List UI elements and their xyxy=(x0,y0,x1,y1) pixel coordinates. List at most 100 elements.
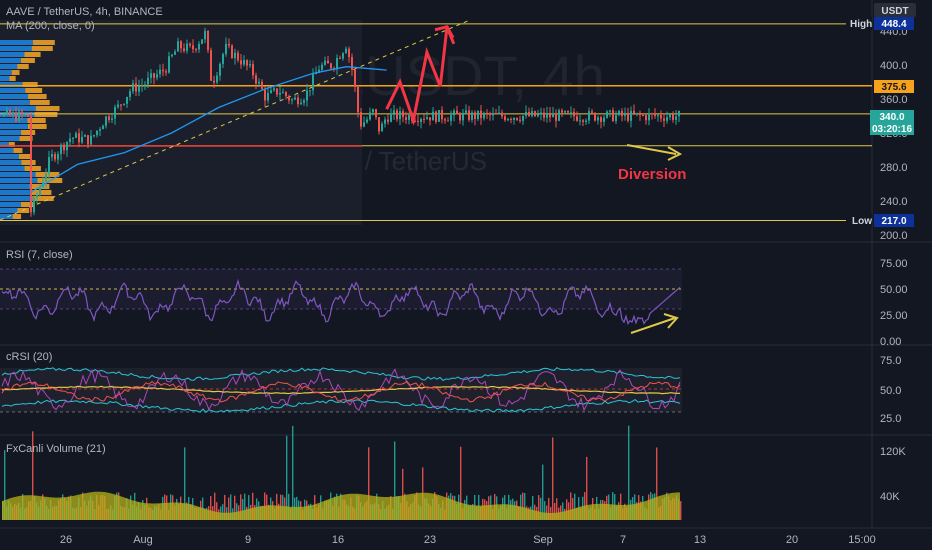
volume-bar xyxy=(210,496,212,520)
crsi-line xyxy=(1,368,681,412)
candle xyxy=(165,71,167,73)
candle xyxy=(543,112,545,118)
candle xyxy=(228,43,230,46)
candle xyxy=(222,54,224,64)
candle xyxy=(570,111,572,113)
projection-arrow-head xyxy=(434,25,455,39)
volume-profile-bar xyxy=(0,112,35,117)
candle xyxy=(24,114,26,116)
candle xyxy=(396,110,398,120)
candle xyxy=(33,197,35,213)
candle xyxy=(387,119,389,122)
volume-profile-bar xyxy=(0,64,18,69)
bar-countdown: 03:20:16 xyxy=(872,124,912,135)
ma-indicator-title[interactable]: MA (200, close, 0) xyxy=(6,20,95,32)
high-label: High xyxy=(850,19,872,30)
candle xyxy=(336,57,338,69)
candle xyxy=(159,69,161,75)
volume-profile-bar xyxy=(0,130,22,135)
candle xyxy=(642,115,644,117)
rsi-title[interactable]: RSI (7, close) xyxy=(6,249,73,261)
candle xyxy=(417,120,419,122)
divergence-arrow-rsi[interactable] xyxy=(630,317,676,334)
volume-profile-bar xyxy=(32,40,55,45)
crsi-signal xyxy=(1,380,681,403)
volume-bar xyxy=(242,498,244,520)
candle xyxy=(372,109,374,113)
divergence-arrow-price[interactable] xyxy=(626,144,677,155)
rsi-tick-label: 75.00 xyxy=(880,258,908,270)
candle xyxy=(447,120,449,122)
volume-bar xyxy=(240,494,242,520)
crsi-title[interactable]: cRSI (20) xyxy=(6,351,52,363)
candle xyxy=(279,93,281,95)
candle xyxy=(477,110,479,119)
candle xyxy=(36,195,38,198)
volume-profile-bar xyxy=(0,118,28,123)
candle xyxy=(48,157,50,174)
symbol-title[interactable]: AAVE / TetherUS, 4h, BINANCE xyxy=(6,6,163,18)
candle xyxy=(402,111,404,118)
volume-bar xyxy=(286,435,288,520)
candle xyxy=(87,135,89,145)
volume-profile-bar xyxy=(0,82,23,87)
candle xyxy=(249,64,251,66)
price-tick-label: 400.0 xyxy=(880,60,908,72)
time-tick-label: 20 xyxy=(786,534,798,546)
candle xyxy=(12,112,14,116)
highlight-range xyxy=(0,20,362,225)
candle xyxy=(498,112,500,114)
candle xyxy=(192,45,194,50)
time-tick-label: 26 xyxy=(60,534,72,546)
volume-profile-bar xyxy=(0,70,12,75)
volume-profile-bar xyxy=(30,190,52,195)
volume-profile-bar xyxy=(27,94,47,99)
volume-bar xyxy=(532,496,534,520)
candle xyxy=(678,110,680,117)
candle xyxy=(597,117,599,121)
diversion-label: Diversion xyxy=(618,166,686,183)
candle xyxy=(351,57,353,70)
candle xyxy=(183,48,185,51)
candle xyxy=(84,135,86,137)
candle xyxy=(657,115,659,117)
candle xyxy=(636,112,638,114)
candle xyxy=(225,43,227,55)
volume-title[interactable]: FxCanli Volume (21) xyxy=(6,443,106,455)
volume-profile-bar xyxy=(0,52,25,57)
volume-bar xyxy=(680,501,682,520)
low-value-tag xyxy=(874,214,914,227)
candle xyxy=(120,104,122,106)
candle xyxy=(138,85,140,92)
volume-bar xyxy=(586,456,588,520)
volume-bar xyxy=(244,493,246,520)
volume-profile-bar xyxy=(0,214,13,219)
volume-profile-bar xyxy=(29,100,50,105)
volume-profile-bar xyxy=(0,148,14,153)
candle xyxy=(96,130,98,136)
currency-badge[interactable] xyxy=(874,3,916,17)
candle xyxy=(555,113,557,121)
candle xyxy=(39,187,41,196)
candle xyxy=(177,41,179,52)
candle xyxy=(93,135,95,137)
volume-profile-bar xyxy=(20,202,35,207)
volume-bar xyxy=(368,447,370,520)
candle xyxy=(399,111,401,120)
candle xyxy=(393,110,395,114)
candle xyxy=(273,88,275,91)
candle xyxy=(66,141,68,151)
candle xyxy=(630,110,632,121)
volume-bar xyxy=(230,494,232,520)
candle xyxy=(441,110,443,120)
candle xyxy=(528,111,530,116)
trend-line[interactable] xyxy=(0,19,471,221)
candle xyxy=(519,119,521,121)
candle xyxy=(486,112,488,114)
low-label: Low xyxy=(852,216,872,227)
rsi-tick-label: 25.00 xyxy=(880,310,908,322)
time-axis[interactable]: 26 Aug 9 16 23 Sep 7 13 20 15:00 xyxy=(60,534,876,546)
candle xyxy=(3,113,5,116)
